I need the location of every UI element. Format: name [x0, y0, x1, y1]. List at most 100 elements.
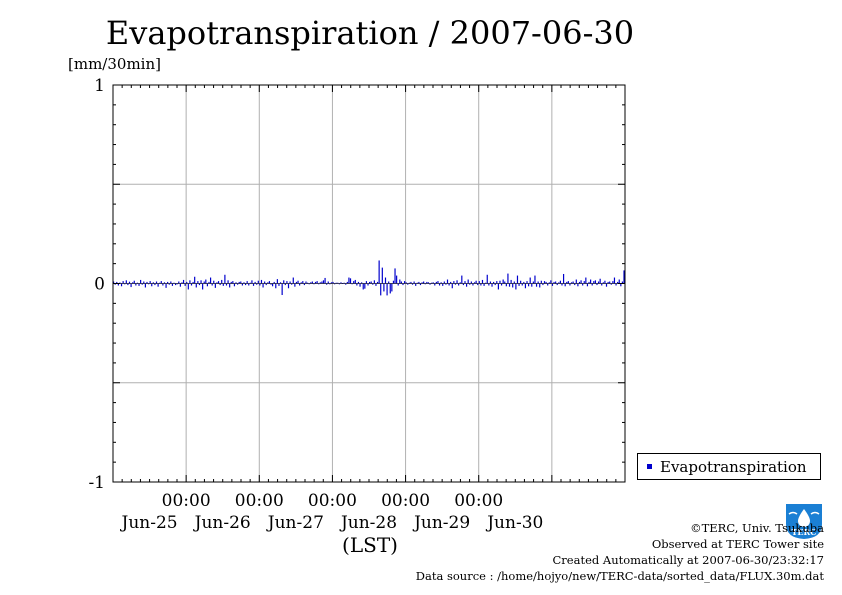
data-bar: [583, 281, 585, 284]
data-bar: [413, 281, 415, 284]
data-bar: [244, 283, 247, 286]
x-tick-date-label: Jun-28: [339, 513, 397, 533]
data-bar: [577, 283, 579, 287]
data-bar: [157, 283, 159, 287]
data-bar: [381, 267, 383, 284]
data-bar: [133, 280, 135, 284]
data-bar: [353, 281, 355, 284]
data-bar: [186, 281, 188, 284]
data-bar: [426, 281, 428, 284]
legend: Evapotranspiration: [637, 453, 821, 480]
copyright-text: ©TERC, Univ. Tsukuba: [690, 521, 824, 535]
x-tick-date-label: Jun-26: [193, 513, 251, 533]
data-bar: [346, 281, 348, 284]
data-bar: [586, 283, 589, 287]
data-bar: [281, 283, 283, 296]
data-bar: [297, 280, 299, 284]
data-bar: [197, 281, 199, 284]
data-bar: [528, 283, 530, 287]
data-bar: [187, 283, 189, 290]
data-bar: [343, 282, 345, 284]
data-bar: [410, 281, 412, 284]
data-bar: [458, 283, 460, 286]
data-bar: [361, 282, 363, 284]
data-bar: [513, 281, 515, 284]
data-bar: [462, 283, 464, 286]
data-bar: [481, 279, 484, 284]
data-bar: [292, 277, 294, 284]
data-bar: [171, 283, 174, 286]
created-text: Created Automatically at 2007-06-30/23:3…: [552, 553, 825, 567]
data-bar: [602, 282, 604, 284]
data-bar: [472, 283, 474, 286]
data-bar: [275, 283, 277, 289]
data-bar: [257, 280, 259, 284]
data-bar: [543, 281, 546, 284]
data-bar: [322, 280, 325, 284]
data-bar: [179, 283, 181, 287]
data-bar: [249, 282, 251, 284]
data-bar: [427, 282, 430, 284]
data-bar: [241, 283, 243, 286]
x-tick-time-label: 00:00: [381, 491, 430, 511]
data-bar: [278, 283, 280, 286]
data-bar: [190, 283, 193, 286]
data-bar: [493, 281, 495, 284]
tick-labels: 10-100:00Jun-2500:00Jun-2600:00Jun-2700:…: [88, 76, 543, 533]
data-bar: [144, 283, 146, 288]
data-bar: [299, 283, 301, 286]
x-tick-time-label: 00:00: [235, 491, 284, 511]
data-bar: [535, 283, 538, 287]
observed-text: Observed at TERC Tower site: [651, 537, 824, 551]
data-bar: [399, 279, 401, 284]
data-bar: [621, 281, 624, 284]
data-bar: [140, 279, 142, 284]
data-bar: [159, 282, 161, 284]
data-bar: [572, 281, 574, 284]
data-bar: [545, 281, 547, 284]
data-bar: [499, 280, 501, 284]
data-bar: [267, 282, 269, 284]
data-bar: [338, 283, 340, 285]
y-tick-label: -1: [88, 473, 105, 493]
data-bar: [376, 281, 379, 284]
data-bar: [283, 280, 285, 284]
data-bar: [435, 281, 437, 284]
data-bar: [391, 283, 393, 292]
data-bar: [147, 283, 150, 285]
data-bar: [354, 279, 356, 284]
data-bar: [555, 281, 557, 284]
terc-logo-icon: TERC: [784, 502, 824, 544]
data-bar: [419, 283, 422, 286]
data-bar: [351, 283, 353, 285]
data-bar: [453, 281, 455, 284]
data-bar: [224, 274, 226, 284]
data-bar: [380, 283, 382, 296]
data-bar: [192, 281, 194, 284]
data-bar: [203, 281, 205, 284]
data-bar: [388, 281, 390, 284]
axes: [112, 84, 626, 483]
data-bar: [424, 283, 426, 285]
data-bar: [294, 283, 296, 287]
data-bar: [305, 281, 307, 284]
data-bar: [507, 273, 509, 284]
data-bar: [593, 281, 595, 284]
data-bar: [612, 281, 614, 284]
data-bar: [154, 283, 156, 286]
data-bar: [184, 283, 186, 286]
data-bar: [443, 281, 445, 284]
data-bar: [289, 281, 291, 284]
data-bar: [588, 281, 590, 284]
data-bar: [357, 281, 360, 284]
data-bar: [518, 283, 520, 286]
data-bar: [128, 281, 131, 284]
data-bar: [559, 280, 561, 284]
data-bar: [251, 280, 253, 284]
data-bar: [403, 281, 406, 284]
data-bar: [176, 283, 178, 285]
data-bar: [124, 283, 126, 285]
data-bar: [432, 282, 434, 284]
data-bar: [327, 281, 329, 284]
data-bar: [601, 283, 603, 286]
